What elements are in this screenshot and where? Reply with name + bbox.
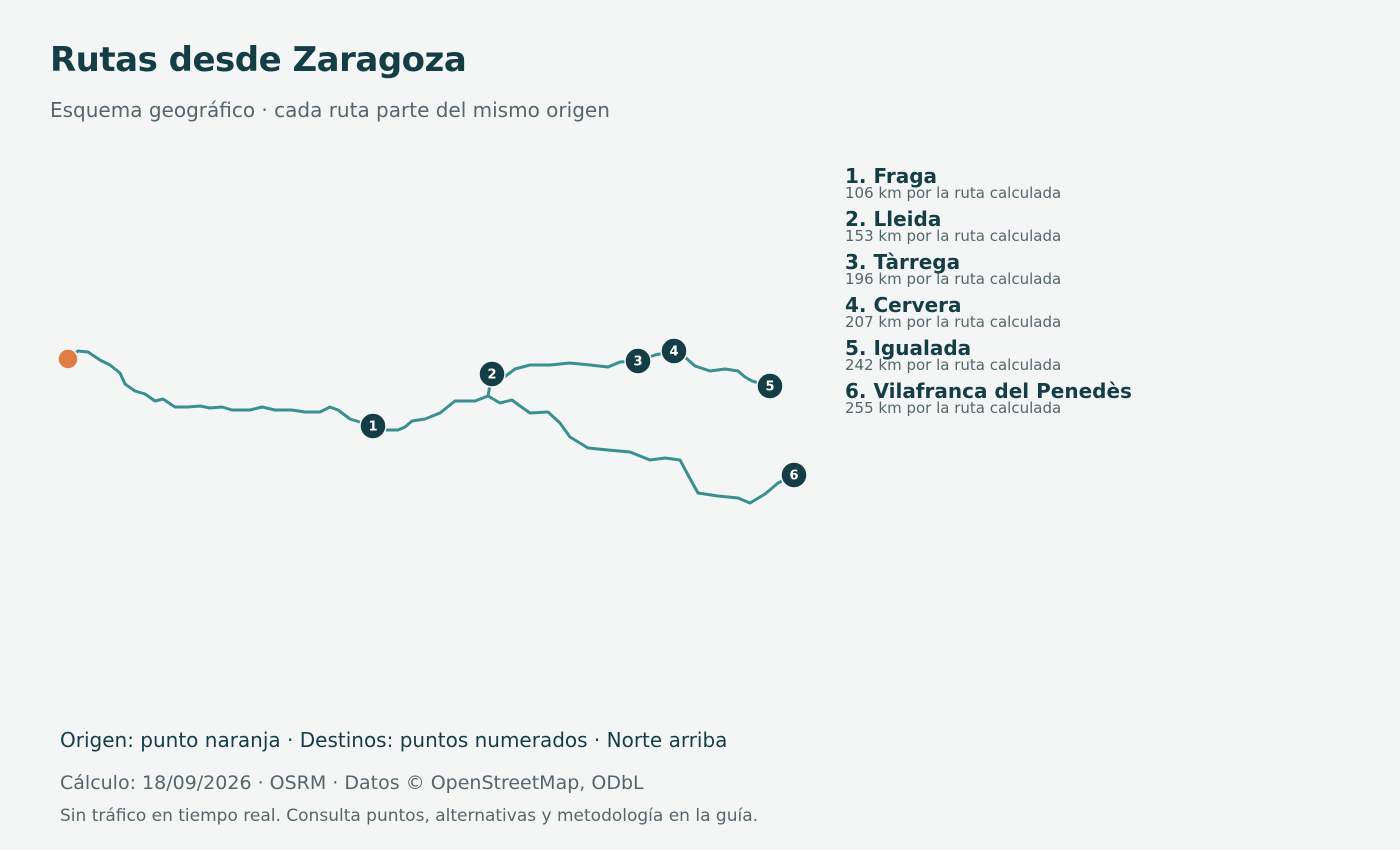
destination-marker-1-label: 1 <box>368 420 377 435</box>
destination-marker-6[interactable]: 6 <box>780 461 808 489</box>
legend-item-lleida: 2. Lleida 153 km por la ruta calculada <box>845 207 1375 250</box>
legend-item-name: 6. Vilafranca del Penedès <box>845 379 1132 403</box>
legend-item-name: 3. Tàrrega <box>845 250 961 274</box>
legend-item-vilafranca: 6. Vilafranca del Penedès 255 km por la … <box>845 379 1375 422</box>
legend-item-name: 5. Igualada <box>845 336 972 360</box>
legend-item-distance: 153 km por la ruta calculada <box>845 227 1062 245</box>
destination-marker-3-label: 3 <box>633 355 642 370</box>
legend-item-fraga: 1. Fraga 106 km por la ruta calculada <box>845 164 1375 207</box>
legend-item-tarrega: 3. Tàrrega 196 km por la ruta calculada <box>845 250 1375 293</box>
legend-item-igualada: 5. Igualada 242 km por la ruta calculada <box>845 336 1375 379</box>
destination-marker-1[interactable]: 1 <box>359 412 387 440</box>
legend-item-distance: 207 km por la ruta calculada <box>845 313 1062 331</box>
destination-marker-4[interactable]: 4 <box>660 337 688 365</box>
page-title: Rutas desde Zaragoza <box>50 40 467 80</box>
destination-marker-2-label: 2 <box>487 368 496 383</box>
destination-legend: 1. Fraga 106 km por la ruta calculada 2.… <box>845 164 1375 422</box>
legend-item-distance: 106 km por la ruta calculada <box>845 184 1062 202</box>
origin-zaragoza-dot <box>57 348 79 370</box>
calculation-source: Cálculo: 18/09/2026 · OSRM · Datos © Ope… <box>60 772 644 794</box>
destination-marker-5[interactable]: 5 <box>756 372 784 400</box>
disclaimer: Sin tráfico en tiempo real. Consulta pun… <box>60 806 759 826</box>
legend-item-distance: 196 km por la ruta calculada <box>845 270 1062 288</box>
legend-item-distance: 255 km por la ruta calculada <box>845 399 1062 417</box>
legend-item-name: 1. Fraga <box>845 164 938 188</box>
route-map: 1 2 3 4 5 6 <box>57 337 808 505</box>
map-key-note: Origen: punto naranja · Destinos: puntos… <box>60 728 728 752</box>
destination-marker-4-label: 4 <box>669 345 678 360</box>
legend-item-name: 4. Cervera <box>845 293 962 317</box>
legend-item-cervera: 4. Cervera 207 km por la ruta calculada <box>845 293 1375 336</box>
destination-marker-3[interactable]: 3 <box>624 347 652 375</box>
route-south-branch <box>486 394 796 505</box>
route-trunk <box>66 349 494 432</box>
legend-item-name: 2. Lleida <box>845 207 942 231</box>
destination-marker-2[interactable]: 2 <box>478 360 506 388</box>
destination-marker-6-label: 6 <box>789 469 798 484</box>
legend-item-distance: 242 km por la ruta calculada <box>845 356 1062 374</box>
page-subtitle: Esquema geográfico · cada ruta parte del… <box>50 98 610 122</box>
destination-marker-5-label: 5 <box>765 380 774 395</box>
